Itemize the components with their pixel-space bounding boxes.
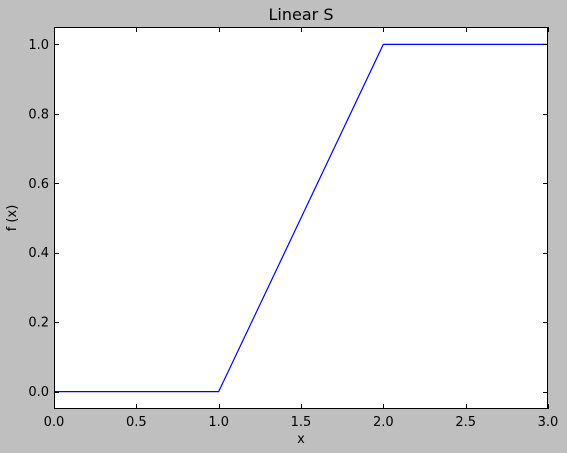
y-axis-label: f (x) <box>5 205 20 232</box>
chart-marks <box>54 43 548 393</box>
y-tick-label: 0.2 <box>28 316 49 331</box>
y-tick-label: 0.4 <box>28 246 49 261</box>
y-tick-label: 0.0 <box>28 385 49 400</box>
x-tick-label: 2.0 <box>373 415 394 430</box>
x-tick-label: 1.0 <box>208 415 229 430</box>
chart-title: Linear S <box>269 5 334 24</box>
x-tick-label: 2.5 <box>455 415 476 430</box>
x-tick-label: 0.5 <box>126 415 147 430</box>
x-tick-label: 1.5 <box>291 415 312 430</box>
axis-ticks: 0.0 0.5 1.0 1.5 2.0 2.5 3.0 0.0 0.2 0.4 0.6 0.8 1.0 <box>28 27 558 430</box>
y-tick-label: 0.6 <box>28 177 49 192</box>
y-tick-label: 1.0 <box>28 38 49 53</box>
series-line <box>54 43 548 393</box>
x-tick-label: 0.0 <box>44 415 65 430</box>
x-tick-label: 3.0 <box>538 415 559 430</box>
x-axis-label: x <box>297 432 305 447</box>
y-tick-label: 0.8 <box>28 107 49 122</box>
